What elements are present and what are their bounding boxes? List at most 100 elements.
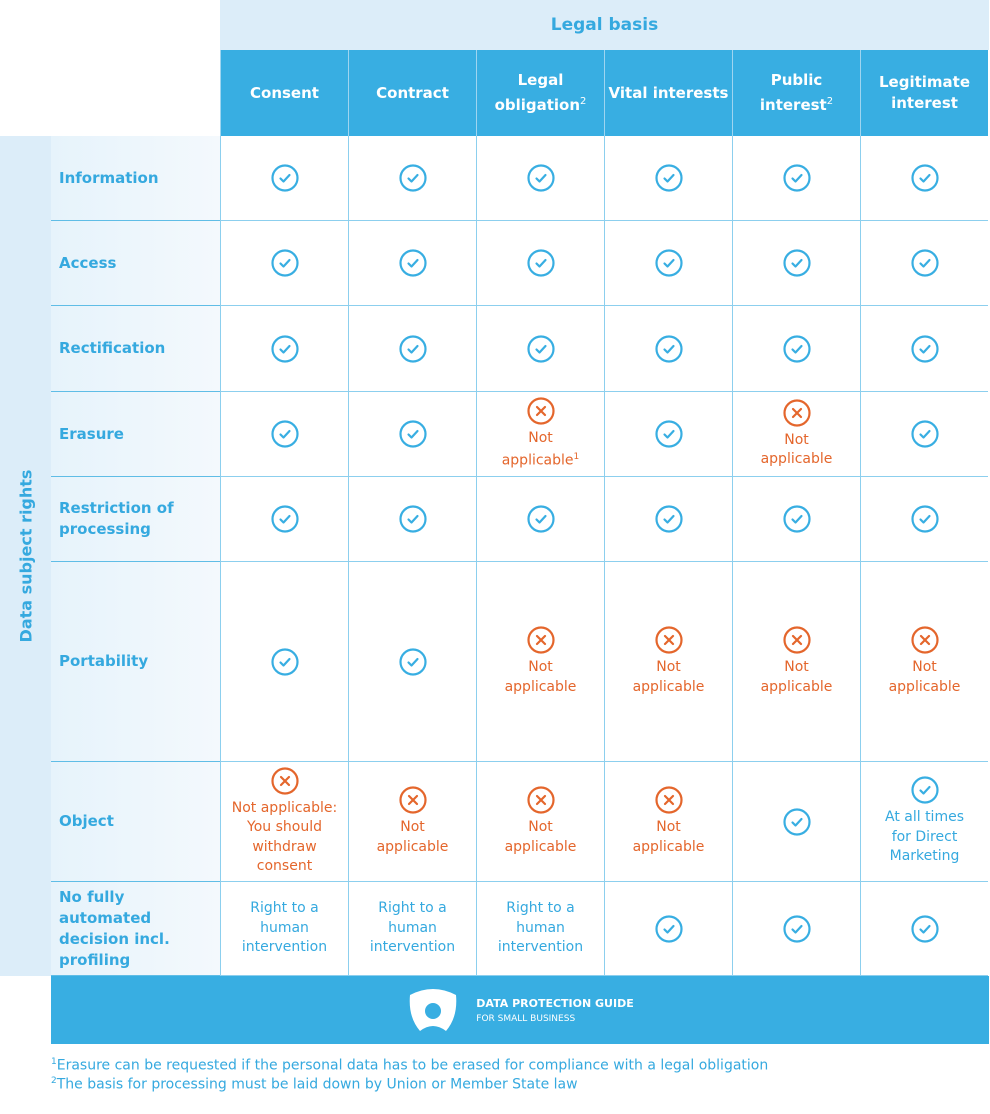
table-cell [348, 392, 476, 477]
table-cell: Not applicable [732, 392, 860, 477]
row-header: Erasure [51, 392, 220, 477]
check-icon [398, 505, 427, 533]
data-subject-rights-band: Data subject rights [0, 136, 51, 976]
check-icon [910, 249, 939, 277]
table-cell [476, 221, 604, 306]
table-cell [732, 762, 860, 882]
check-icon [270, 647, 299, 676]
table-cell [604, 392, 732, 477]
table-cell [220, 562, 348, 762]
check-icon [526, 249, 555, 277]
cell-note: Not applicable [760, 431, 833, 468]
column-header: Legal obligation2 [476, 50, 604, 136]
check-icon [910, 334, 939, 363]
check-icon [270, 420, 299, 448]
table-cell [220, 392, 348, 477]
table-cell [860, 882, 988, 976]
table-cell [220, 477, 348, 562]
table-cell: Right to a human intervention [348, 882, 476, 976]
column-header: Legitimate interest [860, 50, 988, 136]
table-cell: Not applicable [476, 562, 604, 762]
column-header: Public interest2 [732, 50, 860, 136]
table-cell [476, 136, 604, 221]
table-cell [604, 477, 732, 562]
cross-icon [526, 786, 555, 814]
cell-note: Not applicable [504, 819, 577, 855]
cross-icon [910, 626, 939, 654]
table-cell: Not applicable [732, 562, 860, 762]
row-header: Portability [51, 562, 220, 762]
row-header: Restriction of processing [51, 477, 220, 562]
table-cell [348, 477, 476, 562]
cross-icon [654, 626, 683, 654]
table-cell [604, 882, 732, 976]
cell-note: At all times for Direct Marketing [884, 809, 964, 865]
column-header: Vital interests [604, 50, 732, 136]
table-cell: Not applicable: You should withdraw cons… [220, 762, 348, 882]
check-icon [654, 334, 683, 363]
check-icon [526, 505, 555, 533]
check-icon [398, 647, 427, 676]
check-icon [398, 420, 427, 448]
check-icon [782, 164, 811, 192]
check-icon [654, 420, 683, 448]
check-icon [910, 420, 939, 448]
table-cell [732, 306, 860, 392]
table-cell: Right to a human intervention [220, 882, 348, 976]
check-icon [526, 334, 555, 363]
table-cell [732, 882, 860, 976]
table-cell [604, 221, 732, 306]
cell-note: Not applicable1 [501, 429, 580, 469]
cross-icon [654, 786, 683, 814]
cell-note: Right to a human intervention [241, 900, 328, 956]
check-icon [910, 164, 939, 192]
cross-icon [526, 397, 555, 425]
check-icon [526, 164, 555, 192]
row-header: Information [51, 136, 220, 221]
check-icon [654, 249, 683, 277]
column-header: Consent [220, 50, 348, 136]
cell-note: Right to a human intervention [369, 900, 456, 956]
check-icon [910, 505, 939, 533]
cell-note: Not applicable [760, 659, 833, 695]
table-cell: Not applicable [348, 762, 476, 882]
check-icon [270, 164, 299, 192]
check-icon [654, 505, 683, 533]
table-cell [732, 477, 860, 562]
check-icon [398, 164, 427, 192]
table-cell: Not applicable1 [476, 392, 604, 477]
cell-note: Not applicable [888, 659, 961, 695]
column-header: Contract [348, 50, 476, 136]
table-cell [604, 306, 732, 392]
shield-person-icon [409, 989, 457, 1031]
row-header: Rectification [51, 306, 220, 392]
footnote-2: 2The basis for processing must be laid d… [51, 1076, 578, 1093]
check-icon [270, 334, 299, 363]
cell-note: Not applicable: You should withdraw cons… [231, 799, 338, 875]
check-icon [782, 334, 811, 363]
cross-icon [398, 786, 427, 814]
cross-icon [782, 398, 811, 427]
check-icon [910, 914, 939, 943]
table-cell [220, 221, 348, 306]
table-cell: At all times for Direct Marketing [860, 762, 988, 882]
table-cell [220, 136, 348, 221]
side-label: Data subject rights [16, 469, 35, 643]
table-cell: Not applicable [604, 762, 732, 882]
table-cell [860, 136, 988, 221]
cross-icon [526, 626, 555, 654]
cell-note: Not applicable [632, 819, 705, 855]
table-cell [860, 306, 988, 392]
table-cell [348, 136, 476, 221]
check-icon [398, 334, 427, 363]
check-icon [782, 914, 811, 943]
check-icon [270, 505, 299, 533]
table-cell: Not applicable [476, 762, 604, 882]
table-cell [220, 306, 348, 392]
brand-title: DATA PROTECTION GUIDE [476, 996, 634, 1010]
cell-note: Not applicable [504, 659, 577, 695]
table-cell [860, 477, 988, 562]
check-icon [782, 505, 811, 533]
check-icon [270, 249, 299, 277]
cell-note: Not applicable [632, 659, 705, 695]
